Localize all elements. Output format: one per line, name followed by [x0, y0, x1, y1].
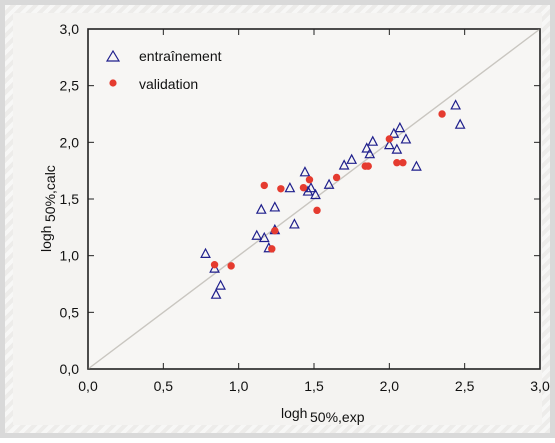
y-tick-label: 3,0 [60, 21, 80, 37]
triangle-point [302, 185, 314, 196]
circle-point [438, 110, 446, 118]
x-tick-label: 1,5 [304, 378, 324, 394]
x-axis-ticks: 0,0 0,5 1,0 1,5 2,0 2,5 3,0 [78, 29, 550, 394]
triangle-icon [105, 49, 121, 62]
x-axis-label: logh 50%,exp [281, 405, 365, 425]
triangle-point [361, 142, 373, 153]
y-axis-label-main: logh [38, 226, 54, 252]
circle-point [299, 183, 308, 192]
y-tick-label: 1,0 [60, 248, 80, 264]
triangle-point [269, 201, 281, 212]
circle-point [399, 159, 407, 167]
triangle-point [323, 178, 335, 189]
x-tick-label: 2,5 [455, 378, 475, 394]
triangle-point [209, 262, 220, 273]
triangle-point [289, 218, 300, 229]
y-tick-label: 0,5 [60, 304, 80, 320]
circle-icon [109, 79, 117, 87]
legend-label-validation: validation [139, 76, 198, 92]
legend-label-entrainement: entraînement [139, 48, 222, 64]
series-validation [210, 110, 446, 270]
triangle-point [391, 143, 403, 154]
circle-point [260, 181, 268, 190]
triangle-point [394, 121, 406, 133]
series-entrainement [200, 99, 466, 299]
triangle-point [383, 138, 395, 150]
circle-point [227, 262, 235, 270]
legend-item-entrainement: entraînement [105, 48, 222, 64]
triangle-point [305, 181, 317, 193]
triangle-point [299, 166, 311, 177]
x-axis-label-sub: 50%,exp [310, 409, 365, 425]
circle-point [268, 245, 276, 253]
x-tick-label: 2,0 [380, 378, 400, 394]
triangle-point [338, 159, 350, 170]
triangle-point [258, 231, 270, 243]
x-tick-label: 3,0 [530, 378, 550, 394]
circle-point [393, 159, 401, 167]
triangle-point [284, 181, 296, 193]
triangle-point [364, 147, 376, 159]
circle-point [210, 261, 219, 269]
x-tick-label: 1,0 [229, 378, 249, 394]
triangle-point [346, 153, 358, 164]
circle-point [385, 135, 394, 143]
circle-point [313, 206, 321, 215]
triangle-point [388, 127, 400, 138]
y-tick-label: 2,5 [60, 78, 80, 94]
circle-point [271, 227, 279, 235]
y-tick-label: 1,5 [60, 191, 80, 207]
triangle-point [411, 160, 422, 171]
triangle-point [215, 279, 226, 290]
circle-point [364, 162, 372, 170]
scatter-chart: 0,0 0,5 1,0 1,5 2,0 2,5 3,0 0,0 0,5 1,0 1,5 2,0 2,5… [38, 21, 550, 425]
y-axis-label: logh 50%,calc [38, 165, 58, 252]
plot-area [87, 28, 541, 370]
y-axis-label-sub: 50%,calc [42, 165, 58, 222]
triangle-point [310, 188, 321, 200]
x-tick-label: 0,0 [78, 378, 98, 394]
y-tick-label: 2,0 [60, 134, 80, 150]
legend-item-validation: validation [109, 76, 198, 92]
x-axis-label-main: logh [281, 405, 307, 421]
triangle-point [454, 118, 466, 129]
circle-point [305, 176, 314, 184]
x-tick-label: 0,5 [154, 378, 174, 394]
legend: entraînement validation [105, 48, 222, 92]
circle-point [332, 173, 341, 182]
triangle-point [200, 247, 211, 258]
y-axis-ticks: 0,0 0,5 1,0 1,5 2,0 2,5 3,0 [60, 21, 540, 377]
circle-point [277, 185, 285, 193]
triangle-point [255, 203, 267, 214]
triangle-point [251, 229, 263, 240]
triangle-point [210, 288, 222, 299]
triangle-point [367, 135, 379, 146]
triangle-point [450, 99, 462, 110]
y-tick-label: 0,0 [60, 361, 80, 377]
triangle-point [400, 133, 412, 144]
